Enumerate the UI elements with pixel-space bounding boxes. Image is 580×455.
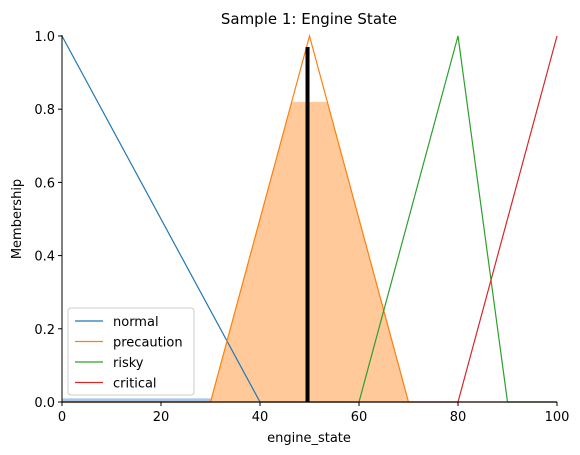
x-tick-label: 100 <box>545 410 570 425</box>
chart-title: Sample 1: Engine State <box>221 10 397 28</box>
x-axis-label: engine_state <box>267 431 351 446</box>
y-tick-label: 0.4 <box>34 250 55 265</box>
legend-label-critical: critical <box>113 377 157 392</box>
x-tick-label: 40 <box>252 410 269 425</box>
activation-area-normal <box>62 398 557 402</box>
x-tick-label: 0 <box>58 410 66 425</box>
legend: normal precaution risky critical <box>67 307 195 396</box>
y-tick-label: 0.8 <box>34 103 55 118</box>
legend-label-risky: risky <box>113 356 144 371</box>
y-tick-label: 1.0 <box>34 30 55 45</box>
x-tick-label: 20 <box>153 410 170 425</box>
legend-label-normal: normal <box>113 315 159 330</box>
ticks: 0 20 40 60 80 100 0.0 0.2 0.4 0.6 0.8 1.0 <box>34 30 569 425</box>
y-tick-label: 0.2 <box>34 323 55 338</box>
y-tick-label: 0.6 <box>34 176 55 191</box>
y-axis-label: Membership <box>10 179 25 259</box>
y-tick-label: 0.0 <box>34 396 55 411</box>
x-tick-label: 60 <box>351 410 368 425</box>
axes <box>61 35 557 403</box>
x-tick-label: 80 <box>450 410 467 425</box>
legend-box <box>67 307 195 396</box>
legend-label-precaution: precaution <box>113 336 183 351</box>
